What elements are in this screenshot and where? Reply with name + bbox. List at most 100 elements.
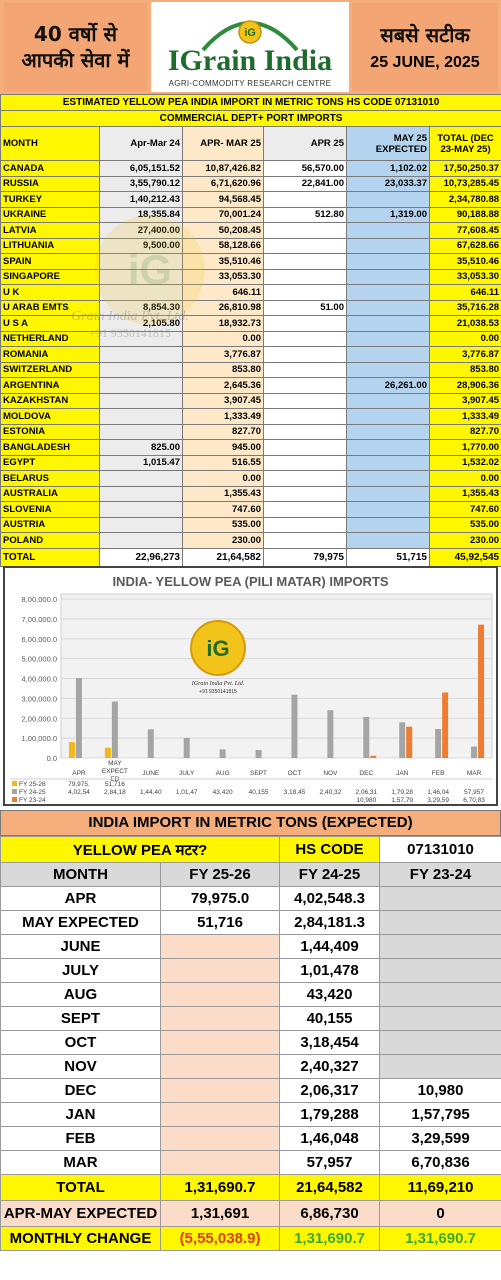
month-name: JAN bbox=[0, 1102, 161, 1127]
value-cell bbox=[263, 439, 347, 456]
value-cell: 1,015.47 bbox=[99, 454, 183, 471]
value-cell bbox=[263, 222, 347, 239]
month-name: AUG bbox=[0, 982, 161, 1007]
country-row: UKRAINE 18,355.84 70,001.24 512.80 1,319.00 9… bbox=[0, 206, 501, 223]
value-cell bbox=[346, 516, 430, 533]
month-name: OCT bbox=[0, 1030, 161, 1055]
value-cell: 1,31,690.7 bbox=[159, 1174, 281, 1201]
country-row: SPAIN 35,510.46 35,510.46 bbox=[0, 253, 501, 270]
x-tick-label: APR bbox=[72, 770, 86, 777]
month-name: MAY EXPECTED bbox=[0, 910, 161, 935]
value-cell: 79,975.0 bbox=[159, 886, 281, 911]
value-cell bbox=[263, 191, 347, 208]
value-cell: 512.80 bbox=[263, 206, 347, 223]
country-name: TURKEY bbox=[0, 191, 100, 208]
country-row: CANADA 6,05,151.52 10,87,426.82 56,570.00 1,… bbox=[0, 160, 501, 177]
value-cell: 90,188.88 bbox=[428, 206, 501, 223]
bar-fy-25-26 bbox=[104, 747, 111, 758]
logo: iG IGrain India AGRI-COMMODITY RESEARCH … bbox=[151, 2, 349, 92]
value-cell bbox=[346, 454, 430, 471]
country-row: AUSTRALIA 1,355.43 1,355.43 bbox=[0, 485, 501, 502]
total-row: TOTAL 1,31,690.7 21,64,582 11,69,210 bbox=[0, 1174, 501, 1201]
value-cell bbox=[346, 392, 430, 409]
tagline-box: 40 वर्षो से आपकी सेवा में bbox=[4, 3, 147, 91]
country-name: LITHUANIA bbox=[0, 237, 100, 254]
value-cell: 56,570.00 bbox=[263, 160, 347, 177]
value-cell: 57,957 bbox=[279, 1150, 381, 1175]
value-cell bbox=[159, 1006, 281, 1031]
country-import-table: ESTIMATED YELLOW PEA INDIA IMPORT IN MET… bbox=[0, 94, 501, 567]
logo-name: IGrain India bbox=[167, 44, 333, 77]
country-name: RUSSIA bbox=[0, 175, 100, 192]
value-cell: 33,053.30 bbox=[182, 268, 264, 285]
bar-fy-24-25 bbox=[255, 750, 262, 758]
country-row: KAZAKHSTAN 3,907.45 3,907.45 bbox=[0, 392, 501, 409]
value-cell bbox=[159, 1078, 281, 1103]
country-row: LITHUANIA 9,500.00 58,128.66 67,628.66 bbox=[0, 237, 501, 254]
country-name: BELARUS bbox=[0, 470, 100, 487]
value-cell: 33,053.30 bbox=[428, 268, 501, 285]
country-row: U S A 2,105.80 18,932.73 21,038.53 bbox=[0, 315, 501, 332]
month-name: APR bbox=[0, 886, 161, 911]
value-cell: 10,87,426.82 bbox=[182, 160, 264, 177]
country-row: RUSSIA 3,55,790.12 6,71,620.96 22,841.00 23,… bbox=[0, 175, 501, 192]
tagline-line2: आपकी सेवा में bbox=[21, 48, 130, 72]
value-cell: 1,79,288 bbox=[279, 1102, 381, 1127]
bar-fy-24-25 bbox=[183, 737, 190, 758]
value-cell: 1,46,048 bbox=[279, 1126, 381, 1151]
value-cell: 1,01,478 bbox=[279, 958, 381, 983]
value-cell: 18,932.73 bbox=[182, 315, 264, 332]
country-row: BANGLADESH 825.00 945.00 1,770.00 bbox=[0, 439, 501, 456]
value-cell: 2,645.36 bbox=[182, 377, 264, 394]
bar-fy-24-25 bbox=[75, 677, 82, 758]
value-cell bbox=[379, 958, 501, 983]
month-name: MAR bbox=[0, 1150, 161, 1175]
column-header: FY 23-24 bbox=[379, 862, 501, 887]
value-cell bbox=[159, 982, 281, 1007]
data-label: 6,70,83 bbox=[463, 797, 485, 804]
value-cell bbox=[346, 423, 430, 440]
value-cell bbox=[263, 377, 347, 394]
country-row: AUSTRIA 535.00 535.00 bbox=[0, 516, 501, 533]
value-cell: 22,841.00 bbox=[263, 175, 347, 192]
data-label: 79,975. bbox=[68, 781, 90, 788]
value-cell bbox=[346, 268, 430, 285]
bar-fy-23-24 bbox=[370, 755, 377, 758]
value-cell: 51,716 bbox=[159, 910, 281, 935]
value-cell: 646.11 bbox=[182, 284, 264, 301]
chart-watermark-phone: +91 9350141815 bbox=[199, 689, 237, 695]
value-cell: 1,532.02 bbox=[428, 454, 501, 471]
value-cell: 1,31,691 bbox=[159, 1200, 281, 1227]
value-cell: 853.80 bbox=[182, 361, 264, 378]
value-cell: 945.00 bbox=[182, 439, 264, 456]
value-cell bbox=[159, 1150, 281, 1175]
value-cell: 827.70 bbox=[182, 423, 264, 440]
expected-import-title: INDIA IMPORT IN METRIC TONS (EXPECTED) bbox=[0, 810, 501, 836]
value-cell bbox=[346, 299, 430, 316]
value-cell: 747.60 bbox=[182, 501, 264, 518]
value-cell: (5,55,038.9) bbox=[159, 1226, 281, 1251]
value-cell bbox=[159, 1054, 281, 1079]
y-tick-label: 5,00,000.0 bbox=[22, 655, 57, 664]
value-cell bbox=[99, 392, 183, 409]
value-cell bbox=[379, 1054, 501, 1079]
chart-svg: 0.0 1,00,000.0 2,00,000.0 3,00,000.0 4,00,00… bbox=[10, 593, 493, 804]
total-value: 22,96,273 bbox=[99, 547, 183, 567]
legend-label: FY 25-26 bbox=[19, 781, 46, 788]
value-cell: 0.00 bbox=[182, 330, 264, 347]
country-name: ROMANIA bbox=[0, 346, 100, 363]
month-row: JUNE 1,44,409 bbox=[0, 934, 501, 959]
value-cell: 0 bbox=[379, 1200, 501, 1227]
country-name: EGYPT bbox=[0, 454, 100, 471]
country-row: SWITZERLAND 853.80 853.80 bbox=[0, 361, 501, 378]
value-cell bbox=[99, 377, 183, 394]
country-name: CANADA bbox=[0, 160, 100, 177]
country-name: POLAND bbox=[0, 532, 100, 549]
value-cell: 94,568.45 bbox=[182, 191, 264, 208]
country-row: MOLDOVA 1,333.49 1,333.49 bbox=[0, 408, 501, 425]
value-cell: 230.00 bbox=[428, 532, 501, 549]
value-cell bbox=[99, 268, 183, 285]
headline-box: सबसे सटीक 25 JUNE, 2025 bbox=[352, 3, 498, 91]
country-row: POLAND 230.00 230.00 bbox=[0, 532, 501, 549]
value-cell bbox=[263, 268, 347, 285]
